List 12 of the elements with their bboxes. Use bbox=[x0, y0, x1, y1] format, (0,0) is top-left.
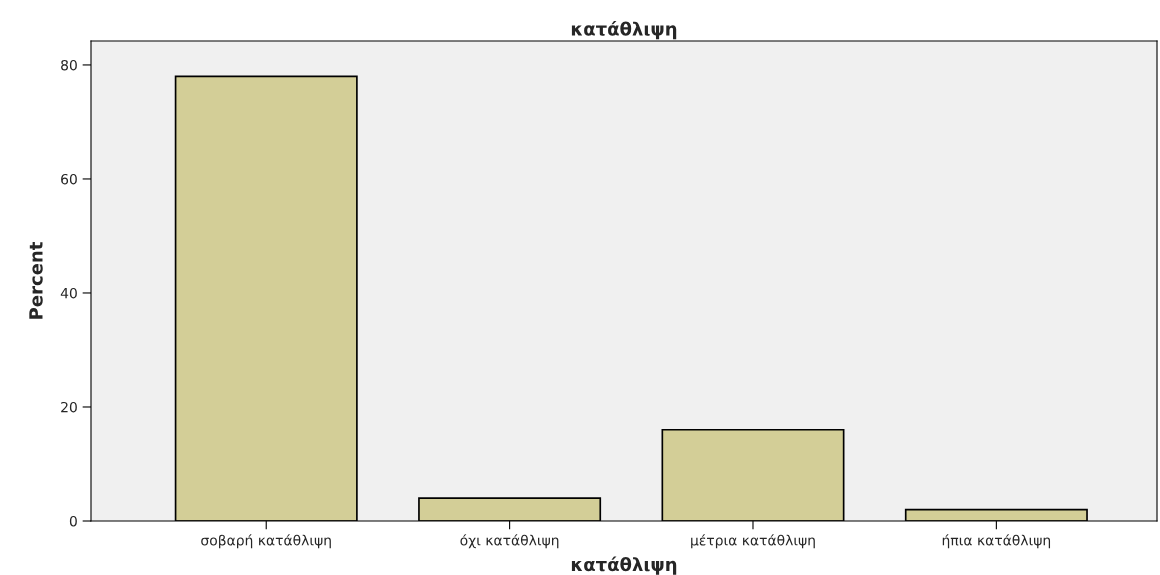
y-tick-label: 40 bbox=[60, 287, 77, 299]
y-tick-label: 20 bbox=[61, 401, 77, 413]
x-tick-label: όχι κατάθλιψη bbox=[460, 534, 559, 549]
x-tick-label: ήπια κατάθλιψη bbox=[942, 534, 1051, 549]
y-tick-label: 80 bbox=[61, 59, 77, 71]
y-axis-title: Percent bbox=[29, 242, 43, 319]
y-tick-label: 0 bbox=[69, 515, 77, 527]
x-tick-label: μέτρια κατάθλιψη bbox=[691, 534, 815, 549]
chart-title: κατάθλιψη bbox=[571, 21, 677, 40]
x-tick-label: σοβαρή κατάθλιψη bbox=[201, 534, 331, 549]
y-tick-label: 60 bbox=[61, 173, 77, 185]
x-axis-title: κατάθλιψη bbox=[571, 556, 677, 575]
